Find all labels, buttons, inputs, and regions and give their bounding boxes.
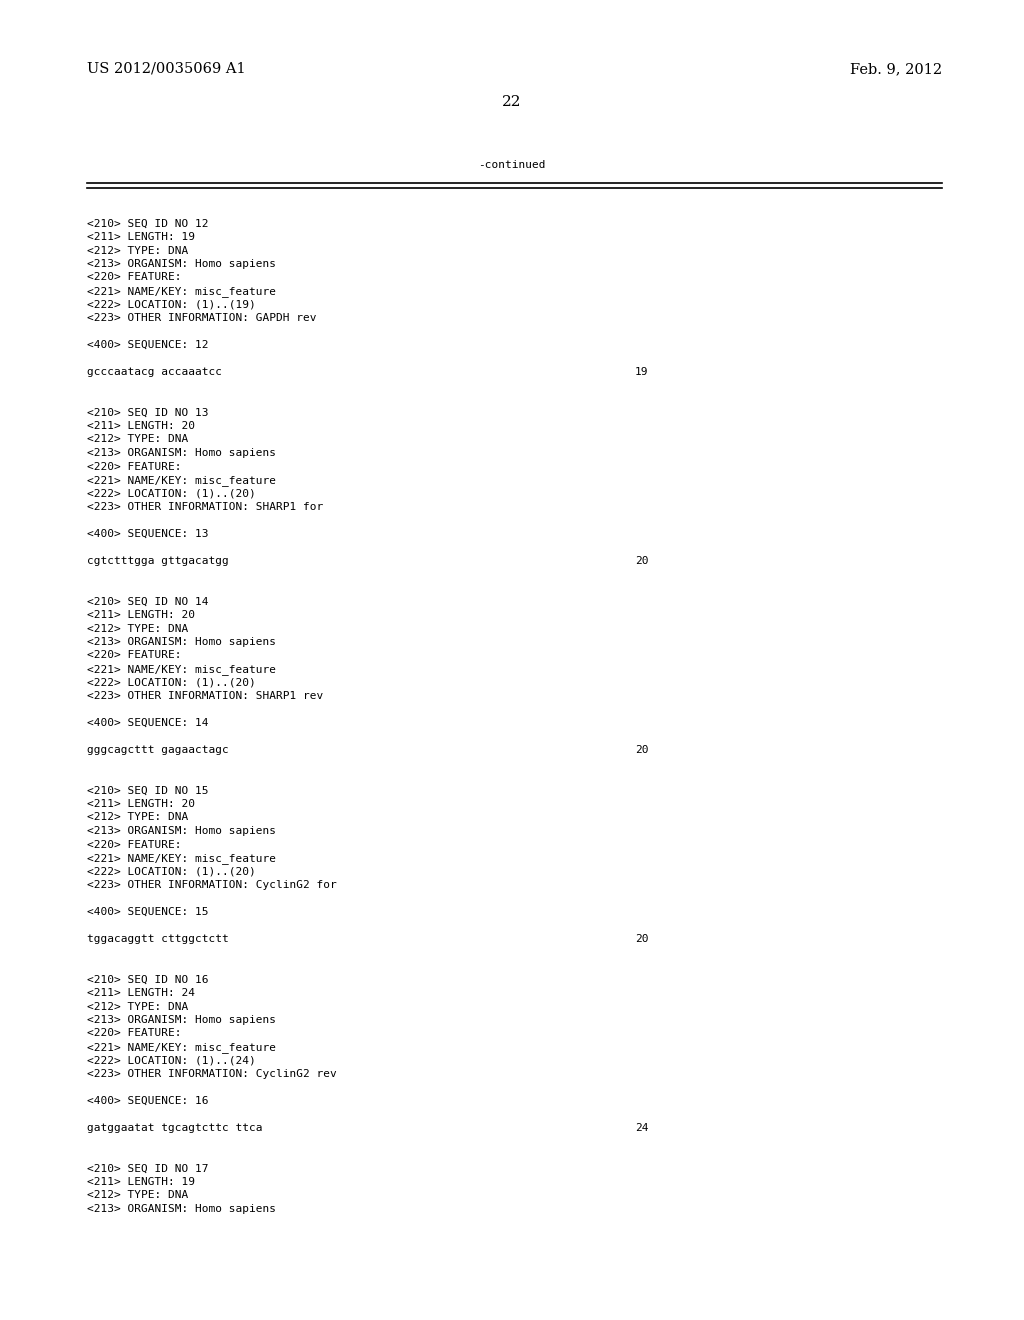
Text: <212> TYPE: DNA: <212> TYPE: DNA (87, 1191, 188, 1200)
Text: <222> LOCATION: (1)..(19): <222> LOCATION: (1)..(19) (87, 300, 256, 309)
Text: 22: 22 (502, 95, 522, 110)
Text: <220> FEATURE:: <220> FEATURE: (87, 1028, 181, 1039)
Text: <221> NAME/KEY: misc_feature: <221> NAME/KEY: misc_feature (87, 286, 276, 297)
Text: <400> SEQUENCE: 14: <400> SEQUENCE: 14 (87, 718, 209, 729)
Text: <223> OTHER INFORMATION: CyclinG2 rev: <223> OTHER INFORMATION: CyclinG2 rev (87, 1069, 337, 1078)
Text: <220> FEATURE:: <220> FEATURE: (87, 651, 181, 660)
Text: <400> SEQUENCE: 13: <400> SEQUENCE: 13 (87, 529, 209, 539)
Text: <210> SEQ ID NO 14: <210> SEQ ID NO 14 (87, 597, 209, 606)
Text: <223> OTHER INFORMATION: CyclinG2 for: <223> OTHER INFORMATION: CyclinG2 for (87, 880, 337, 890)
Text: <210> SEQ ID NO 15: <210> SEQ ID NO 15 (87, 785, 209, 796)
Text: <213> ORGANISM: Homo sapiens: <213> ORGANISM: Homo sapiens (87, 826, 276, 836)
Text: 19: 19 (635, 367, 648, 378)
Text: <211> LENGTH: 24: <211> LENGTH: 24 (87, 987, 195, 998)
Text: US 2012/0035069 A1: US 2012/0035069 A1 (87, 62, 246, 77)
Text: Feb. 9, 2012: Feb. 9, 2012 (850, 62, 942, 77)
Text: <211> LENGTH: 20: <211> LENGTH: 20 (87, 610, 195, 620)
Text: -continued: -continued (478, 160, 546, 170)
Text: <222> LOCATION: (1)..(20): <222> LOCATION: (1)..(20) (87, 677, 256, 688)
Text: <213> ORGANISM: Homo sapiens: <213> ORGANISM: Homo sapiens (87, 638, 276, 647)
Text: <400> SEQUENCE: 15: <400> SEQUENCE: 15 (87, 907, 209, 917)
Text: tggacaggtt cttggctctt: tggacaggtt cttggctctt (87, 935, 228, 944)
Text: <222> LOCATION: (1)..(20): <222> LOCATION: (1)..(20) (87, 866, 256, 876)
Text: <212> TYPE: DNA: <212> TYPE: DNA (87, 434, 188, 445)
Text: gatggaatat tgcagtcttc ttca: gatggaatat tgcagtcttc ttca (87, 1123, 262, 1133)
Text: <212> TYPE: DNA: <212> TYPE: DNA (87, 813, 188, 822)
Text: <213> ORGANISM: Homo sapiens: <213> ORGANISM: Homo sapiens (87, 1015, 276, 1026)
Text: gcccaatacg accaaatcc: gcccaatacg accaaatcc (87, 367, 222, 378)
Text: <213> ORGANISM: Homo sapiens: <213> ORGANISM: Homo sapiens (87, 259, 276, 269)
Text: <213> ORGANISM: Homo sapiens: <213> ORGANISM: Homo sapiens (87, 447, 276, 458)
Text: <211> LENGTH: 19: <211> LENGTH: 19 (87, 1177, 195, 1187)
Text: <212> TYPE: DNA: <212> TYPE: DNA (87, 1002, 188, 1011)
Text: <223> OTHER INFORMATION: SHARP1 for: <223> OTHER INFORMATION: SHARP1 for (87, 502, 324, 512)
Text: <400> SEQUENCE: 16: <400> SEQUENCE: 16 (87, 1096, 209, 1106)
Text: <222> LOCATION: (1)..(20): <222> LOCATION: (1)..(20) (87, 488, 256, 499)
Text: cgtctttgga gttgacatgg: cgtctttgga gttgacatgg (87, 556, 228, 566)
Text: <211> LENGTH: 19: <211> LENGTH: 19 (87, 232, 195, 242)
Text: <221> NAME/KEY: misc_feature: <221> NAME/KEY: misc_feature (87, 475, 276, 486)
Text: <212> TYPE: DNA: <212> TYPE: DNA (87, 623, 188, 634)
Text: 20: 20 (635, 935, 648, 944)
Text: <223> OTHER INFORMATION: SHARP1 rev: <223> OTHER INFORMATION: SHARP1 rev (87, 690, 324, 701)
Text: 24: 24 (635, 1123, 648, 1133)
Text: <222> LOCATION: (1)..(24): <222> LOCATION: (1)..(24) (87, 1056, 256, 1065)
Text: 20: 20 (635, 556, 648, 566)
Text: <221> NAME/KEY: misc_feature: <221> NAME/KEY: misc_feature (87, 664, 276, 675)
Text: gggcagcttt gagaactagc: gggcagcttt gagaactagc (87, 744, 228, 755)
Text: <210> SEQ ID NO 12: <210> SEQ ID NO 12 (87, 219, 209, 228)
Text: <220> FEATURE:: <220> FEATURE: (87, 272, 181, 282)
Text: <213> ORGANISM: Homo sapiens: <213> ORGANISM: Homo sapiens (87, 1204, 276, 1214)
Text: <221> NAME/KEY: misc_feature: <221> NAME/KEY: misc_feature (87, 1041, 276, 1053)
Text: <223> OTHER INFORMATION: GAPDH rev: <223> OTHER INFORMATION: GAPDH rev (87, 313, 316, 323)
Text: <220> FEATURE:: <220> FEATURE: (87, 462, 181, 471)
Text: <211> LENGTH: 20: <211> LENGTH: 20 (87, 799, 195, 809)
Text: <210> SEQ ID NO 17: <210> SEQ ID NO 17 (87, 1163, 209, 1173)
Text: <210> SEQ ID NO 13: <210> SEQ ID NO 13 (87, 408, 209, 417)
Text: <400> SEQUENCE: 12: <400> SEQUENCE: 12 (87, 341, 209, 350)
Text: <220> FEATURE:: <220> FEATURE: (87, 840, 181, 850)
Text: <221> NAME/KEY: misc_feature: <221> NAME/KEY: misc_feature (87, 853, 276, 863)
Text: <211> LENGTH: 20: <211> LENGTH: 20 (87, 421, 195, 432)
Text: <210> SEQ ID NO 16: <210> SEQ ID NO 16 (87, 974, 209, 985)
Text: <212> TYPE: DNA: <212> TYPE: DNA (87, 246, 188, 256)
Text: 20: 20 (635, 744, 648, 755)
